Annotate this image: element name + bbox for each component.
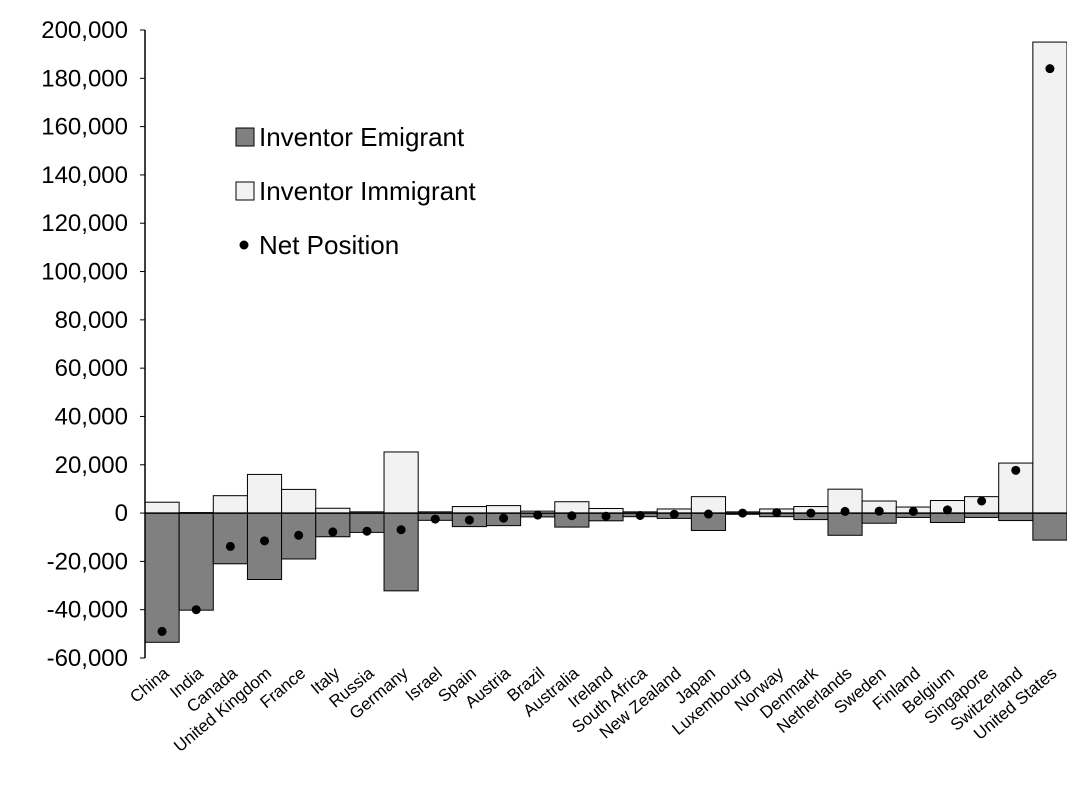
point-net-france xyxy=(294,530,304,540)
bars-layer xyxy=(144,41,1067,643)
point-net-germany xyxy=(396,525,406,535)
y-tick-label: 20,000 xyxy=(55,452,128,479)
point-net-south-africa xyxy=(635,510,645,520)
y-tick-label: 100,000 xyxy=(41,259,128,286)
point-net-united-kingdom xyxy=(260,536,270,546)
legend-label-net-position: Net Position xyxy=(259,230,399,260)
bar-immigrant-china xyxy=(144,501,180,514)
point-net-new-zealand xyxy=(669,509,679,519)
point-net-canada xyxy=(225,541,235,551)
point-net-switzerland xyxy=(1011,465,1021,475)
point-net-spain xyxy=(464,515,474,525)
bar-immigrant-germany xyxy=(383,451,419,514)
point-net-united-states xyxy=(1045,64,1055,74)
point-net-luxembourg xyxy=(738,508,748,518)
point-net-denmark xyxy=(806,508,816,518)
y-tick-label: 0 xyxy=(115,500,128,527)
bar-emigrant-canada xyxy=(212,512,248,565)
y-tick-label: -40,000 xyxy=(47,597,128,624)
y-tick-label: 60,000 xyxy=(55,355,128,382)
legend-swatch-emigrant xyxy=(235,127,255,147)
legend-label-emigrant: Inventor Emigrant xyxy=(259,122,465,152)
y-tick-label: 180,000 xyxy=(41,65,128,92)
point-net-israel xyxy=(430,514,440,524)
point-net-italy xyxy=(328,527,338,537)
legend-swatch-immigrant xyxy=(235,181,255,201)
bar-immigrant-france xyxy=(281,488,317,514)
point-net-china xyxy=(157,626,167,636)
point-net-finland xyxy=(908,506,918,516)
y-tick-label: -20,000 xyxy=(47,548,128,575)
bar-immigrant-united-kingdom xyxy=(246,473,283,514)
point-net-russia xyxy=(362,526,372,536)
point-net-netherlands xyxy=(840,506,850,516)
y-tick-labels: 200,000 180,000 160,000 140,000 120,000 100,0… xyxy=(41,17,145,672)
point-net-norway xyxy=(772,508,782,518)
point-net-austria xyxy=(499,513,509,523)
point-net-belgium xyxy=(942,505,952,515)
point-net-sweden xyxy=(874,506,884,516)
bar-emigrant-switzerland xyxy=(998,512,1034,522)
bar-emigrant-united-states xyxy=(1032,512,1067,541)
y-tick-label: 40,000 xyxy=(55,403,128,430)
bar-emigrant-china xyxy=(144,512,180,643)
y-tick-label: 120,000 xyxy=(41,210,128,237)
y-tick-label: -60,000 xyxy=(47,645,128,672)
y-tick-label: 80,000 xyxy=(55,307,128,334)
x-label-china: China xyxy=(126,663,173,706)
y-tick-label: 160,000 xyxy=(41,114,128,141)
point-net-brazil xyxy=(533,510,543,520)
bar-emigrant-united-kingdom xyxy=(246,512,283,580)
y-tick-label: 140,000 xyxy=(41,162,128,189)
bar-emigrant-belgium xyxy=(929,512,966,523)
point-net-india xyxy=(191,605,201,615)
point-net-singapore xyxy=(977,496,987,506)
y-tick-label: 200,000 xyxy=(41,17,128,44)
bar-immigrant-spain xyxy=(451,506,487,514)
bar-immigrant-canada xyxy=(212,495,248,514)
bar-immigrant-austria xyxy=(485,505,522,514)
legend-label-immigrant: Inventor Immigrant xyxy=(259,176,477,206)
bar-emigrant-india xyxy=(178,512,214,611)
point-net-japan xyxy=(703,509,713,519)
point-net-australia xyxy=(567,511,577,521)
legend: Inventor Emigrant Inventor Immigrant Net… xyxy=(235,122,477,260)
bar-emigrant-netherlands xyxy=(827,512,863,536)
bar-emigrant-germany xyxy=(383,512,419,592)
points-layer xyxy=(157,64,1055,636)
legend-marker-net-position xyxy=(239,240,249,250)
bar-immigrant-united-states xyxy=(1032,41,1067,514)
point-net-ireland xyxy=(601,511,611,521)
